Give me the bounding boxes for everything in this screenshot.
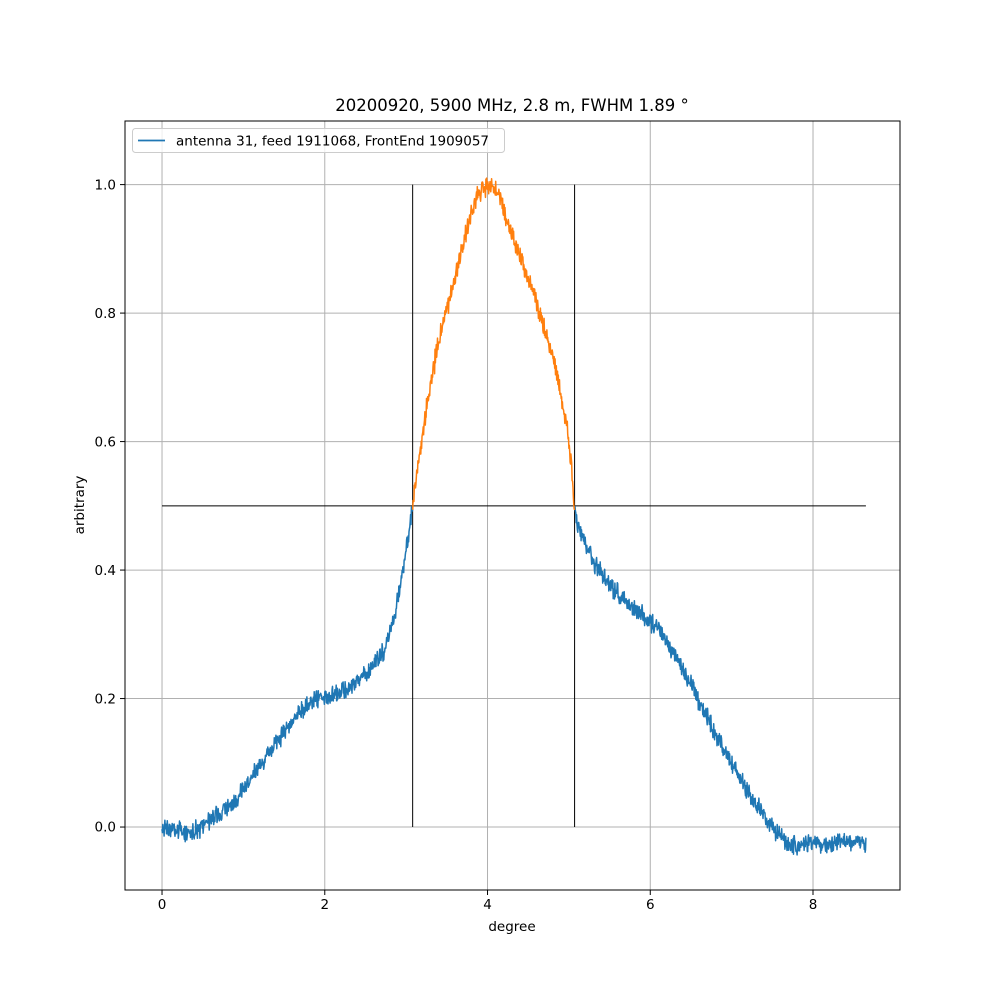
- y-axis-label: arbitrary: [72, 476, 88, 535]
- x-tick-label: 2: [320, 897, 329, 913]
- legend: antenna 31, feed 1911068, FrontEnd 19090…: [132, 128, 505, 153]
- y-tick-label: 1.0: [95, 177, 116, 193]
- beam-curve-fwhm-orange: [411, 177, 576, 511]
- legend-label: antenna 31, feed 1911068, FrontEnd 19090…: [176, 134, 489, 150]
- x-tick-label: 8: [809, 897, 818, 913]
- beam-curve-right-blue: [573, 505, 867, 856]
- y-tick-label: 0.4: [95, 563, 116, 579]
- y-tick-label: 0.8: [95, 306, 116, 322]
- y-tick-label: 0.2: [95, 691, 116, 707]
- axis-ticks: 0 2 4 6 8 0.0 0.2 0.4 0.6 0.8 1.0: [95, 177, 818, 913]
- x-tick-label: 4: [483, 897, 492, 913]
- legend-box: [132, 128, 505, 153]
- reference-lines: [162, 184, 866, 828]
- x-tick-label: 0: [158, 897, 167, 913]
- x-tick-label: 6: [646, 897, 655, 913]
- y-tick-label: 0.0: [95, 820, 116, 836]
- axes-frame: [124, 120, 901, 891]
- beam-pattern-curve: [161, 177, 867, 856]
- plot-title: 20200920, 5900 MHz, 2.8 m, FWHM 1.89 °: [335, 96, 688, 115]
- y-tick-label: 0.6: [95, 434, 116, 450]
- beam-curve-left-blue: [161, 506, 414, 843]
- x-axis-label: degree: [488, 919, 535, 935]
